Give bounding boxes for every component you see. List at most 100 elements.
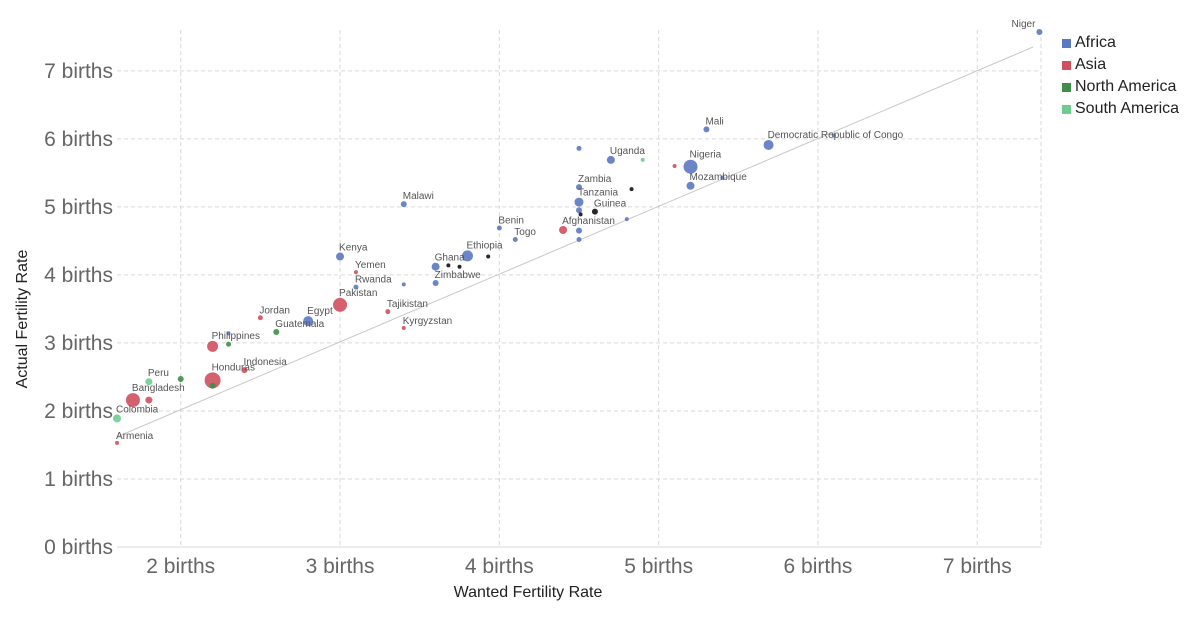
point-label: Jordan: [259, 305, 290, 316]
point-label: Tajikistan: [387, 299, 428, 310]
x-tick-label: 7 births: [943, 555, 1012, 578]
data-point[interactable]: Indonesia: [241, 367, 248, 374]
point-label: Zambia: [578, 174, 612, 185]
data-point[interactable]: [672, 164, 677, 169]
point-labels: Niger Mali Democratic Republic of Congo Uga…: [116, 19, 1036, 442]
data-point[interactable]: Philippines: [207, 340, 219, 352]
data-point[interactable]: [640, 157, 645, 162]
data-point[interactable]: Togo: [512, 237, 518, 243]
data-point[interactable]: Niger: [1036, 29, 1043, 36]
point-label: Niger: [1012, 19, 1037, 30]
legend-swatch-africa: [1062, 38, 1071, 48]
legend-item-north-america[interactable]: North America: [1062, 76, 1179, 98]
point-label: Egypt: [307, 306, 333, 317]
x-axis-title: Wanted Fertility Rate: [454, 584, 603, 601]
data-point[interactable]: Bangladesh: [125, 393, 140, 408]
trend-line: [116, 46, 1034, 438]
data-point[interactable]: [209, 382, 216, 389]
data-point[interactable]: Mozambique: [686, 181, 695, 190]
x-tick-label: 5 births: [624, 555, 693, 578]
data-point[interactable]: Guatemala: [273, 329, 280, 336]
point-label: Democratic Republic of Congo: [768, 130, 904, 141]
legend-label-africa: Africa: [1075, 34, 1116, 51]
data-point[interactable]: [578, 212, 583, 217]
data-point[interactable]: Ethiopia: [461, 250, 473, 262]
data-point[interactable]: Egypt: [303, 316, 314, 327]
legend-item-south-america[interactable]: South America: [1062, 98, 1179, 120]
data-point[interactable]: Pakistan: [333, 297, 348, 312]
point-label: Rwanda: [355, 275, 392, 286]
y-tick-label: 2 births: [44, 400, 113, 423]
data-point[interactable]: Jordan: [257, 315, 263, 321]
y-tick-label: 3 births: [44, 332, 113, 355]
data-point[interactable]: Zambia: [576, 184, 582, 191]
data-point[interactable]: Kenya: [336, 252, 345, 261]
data-point[interactable]: [401, 282, 406, 287]
data-point[interactable]: Zimbabwe: [432, 280, 439, 287]
point-label: Malawi: [403, 191, 434, 202]
y-tick-label: 6 births: [44, 128, 113, 151]
data-point[interactable]: Peru: [145, 378, 153, 386]
point-label: Kenya: [339, 243, 368, 254]
point-label: Guinea: [594, 199, 627, 210]
data-point[interactable]: Tanzania: [574, 197, 584, 207]
data-point[interactable]: Guinea: [591, 208, 598, 215]
data-point[interactable]: Tajikistan: [385, 309, 391, 315]
reference-line: [116, 46, 1034, 438]
y-tick-label: 4 births: [44, 264, 113, 287]
data-point[interactable]: Afghanistan: [559, 225, 568, 234]
data-point[interactable]: [177, 375, 184, 382]
data-point[interactable]: Mali: [703, 126, 710, 133]
x-tick-label: 4 births: [465, 555, 534, 578]
data-point[interactable]: [576, 237, 582, 243]
data-point[interactable]: [720, 175, 725, 180]
data-point[interactable]: Nigeria: [683, 159, 698, 174]
legend-label-asia: Asia: [1075, 56, 1107, 73]
data-point[interactable]: [226, 331, 231, 336]
data-point[interactable]: [831, 133, 836, 138]
data-point[interactable]: Malawi: [400, 201, 407, 208]
point-label: Colombia: [116, 404, 159, 415]
point-label: Ethiopia: [466, 240, 503, 251]
y-axis-title: Actual Fertility Rate: [14, 250, 31, 389]
data-point[interactable]: [629, 187, 634, 192]
legend: Africa Asia North America South America: [1062, 32, 1179, 120]
data-point[interactable]: [624, 217, 629, 222]
data-point[interactable]: Ghana: [431, 262, 440, 271]
data-point[interactable]: [576, 227, 582, 234]
data-point[interactable]: Democratic Republic of Congo: [763, 139, 774, 150]
legend-item-asia[interactable]: Asia: [1062, 54, 1179, 76]
y-axis-ticks: 0 births 1 births 2 births 3 births 4 births…: [44, 60, 113, 559]
data-point[interactable]: Colombia: [113, 414, 121, 423]
data-point[interactable]: Armenia: [115, 440, 119, 445]
data-point[interactable]: Benin: [496, 225, 502, 231]
legend-label-south-america: South America: [1075, 100, 1180, 117]
data-point[interactable]: [576, 207, 582, 214]
data-point[interactable]: [446, 263, 451, 268]
point-label: Pakistan: [339, 288, 377, 299]
point-label: Indonesia: [243, 357, 287, 368]
data-point[interactable]: [486, 254, 491, 259]
point-label: Uganda: [610, 146, 645, 157]
data-point[interactable]: Rwanda: [353, 284, 359, 290]
data-point[interactable]: Kyrgyzstan: [401, 325, 406, 330]
data-point[interactable]: Honduras: [204, 372, 221, 389]
y-tick-label: 7 births: [44, 60, 113, 83]
data-point[interactable]: [576, 145, 582, 151]
y-tick-label: 5 births: [44, 196, 113, 219]
point-label: Mali: [705, 116, 723, 127]
data-point[interactable]: [145, 396, 153, 404]
point-label: Bangladesh: [132, 383, 185, 394]
legend-item-africa[interactable]: Africa: [1062, 32, 1179, 54]
point-label: Benin: [498, 215, 524, 226]
legend-swatch-north-america: [1062, 82, 1071, 92]
point-label: Yemen: [355, 260, 386, 271]
point-label: Togo: [514, 227, 536, 238]
data-point[interactable]: [226, 341, 232, 347]
point-label: Afghanistan: [562, 216, 615, 227]
data-point[interactable]: Uganda: [606, 155, 615, 164]
point-label: Kyrgyzstan: [403, 316, 452, 327]
data-point[interactable]: Yemen: [353, 270, 358, 275]
data-point[interactable]: [457, 264, 462, 269]
